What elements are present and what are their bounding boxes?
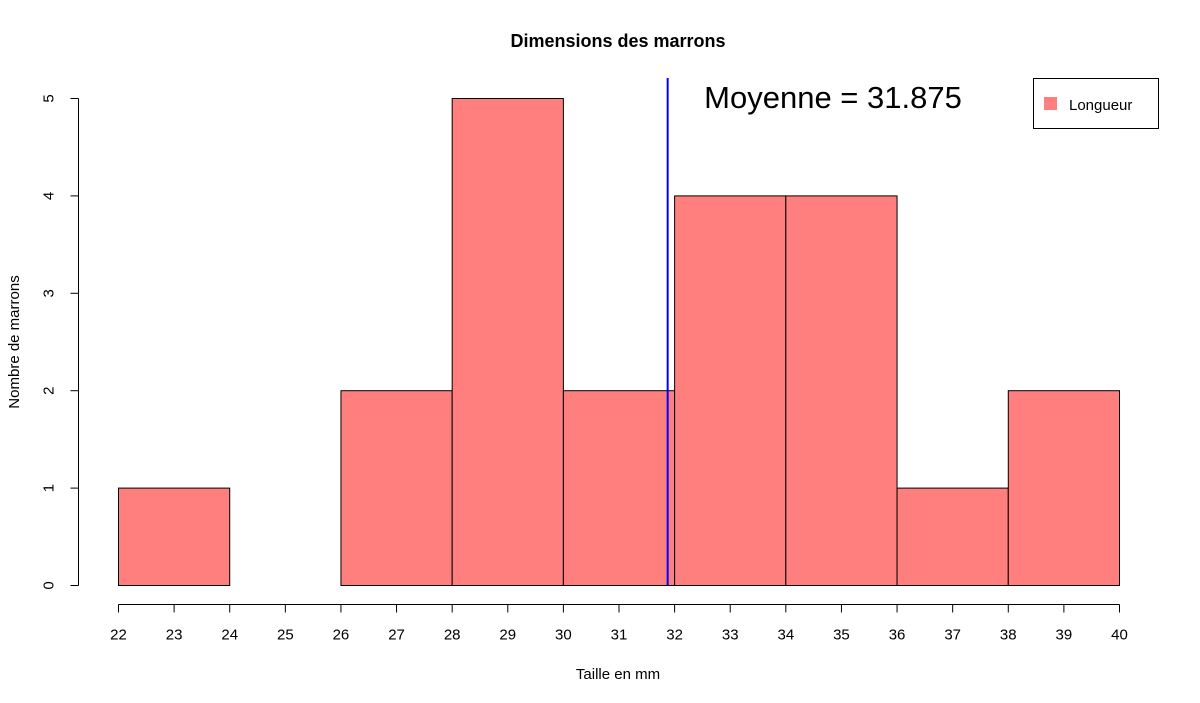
histogram-bar xyxy=(451,98,564,586)
x-tick-label: 37 xyxy=(944,627,961,644)
x-tick-label: 26 xyxy=(333,627,350,644)
x-tick-label: 33 xyxy=(722,627,739,644)
y-tick-label: 1 xyxy=(41,484,58,492)
x-tick-label: 31 xyxy=(611,627,628,644)
legend-label: Longueur xyxy=(1069,97,1132,114)
histogram-bar xyxy=(674,195,787,586)
y-tick-label: 5 xyxy=(41,94,58,102)
x-tick-label: 35 xyxy=(833,627,850,644)
x-tick-label: 30 xyxy=(555,627,572,644)
histogram-bar xyxy=(118,487,231,587)
x-tick-label: 34 xyxy=(777,627,794,644)
y-axis: 0 1 2 3 4 5 xyxy=(41,94,79,590)
y-tick-label: 3 xyxy=(41,289,58,297)
histogram-bar xyxy=(1007,390,1120,587)
mean-group: Moyenne = 31.875 xyxy=(666,78,962,586)
bars-group xyxy=(118,98,1120,587)
y-tick-label: 0 xyxy=(41,581,58,589)
x-axis-label: Taille en mm xyxy=(576,666,660,683)
x-tick-label: 40 xyxy=(1111,627,1128,644)
x-tick-label: 27 xyxy=(388,627,405,644)
mean-label: Moyenne = 31.875 xyxy=(704,80,962,115)
histogram-bar xyxy=(785,195,898,586)
x-tick-label: 28 xyxy=(444,627,461,644)
histogram-bar xyxy=(896,487,1009,587)
x-tick-label: 25 xyxy=(277,627,294,644)
y-tick-label: 2 xyxy=(41,387,58,395)
y-tick-label: 4 xyxy=(41,192,58,200)
x-tick-label: 29 xyxy=(499,627,516,644)
x-tick-label: 24 xyxy=(221,627,238,644)
x-tick-label: 38 xyxy=(1000,627,1017,644)
x-tick-label: 22 xyxy=(110,627,127,644)
histogram-bar xyxy=(340,390,453,587)
legend-swatch xyxy=(1044,97,1057,110)
histogram-bar xyxy=(562,390,676,587)
x-tick-label: 36 xyxy=(889,627,906,644)
x-tick-label: 39 xyxy=(1056,627,1073,644)
chart-title: Dimensions des marrons xyxy=(510,31,725,51)
x-tick-label: 23 xyxy=(166,627,183,644)
x-axis: 22 23 24 25 26 27 28 29 30 31 32 33 34 35 36 37 38 39 40 xyxy=(110,604,1128,644)
y-axis-label: Nombre de marrons xyxy=(6,275,23,408)
legend: Longueur xyxy=(1033,78,1159,129)
x-tick-label: 32 xyxy=(666,627,683,644)
